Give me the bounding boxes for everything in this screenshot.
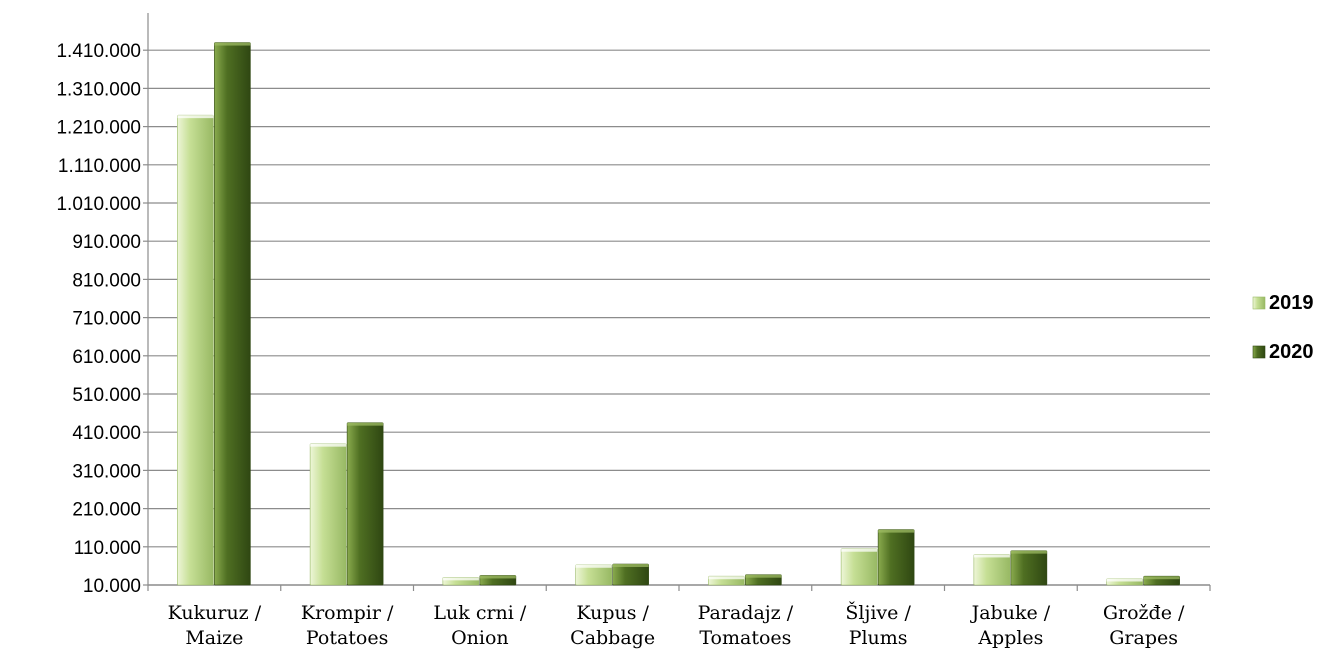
y-tick-label: 710.000	[72, 309, 141, 330]
x-tick-label: Maize	[185, 627, 243, 649]
bar-top-highlight	[841, 548, 878, 552]
x-tick-label: Paradajz /	[698, 602, 794, 624]
y-tick-label: 810.000	[72, 270, 141, 291]
y-tick-label: 1.310.000	[56, 79, 141, 100]
x-tick-label: Kukuruz /	[168, 602, 262, 624]
bar-2019	[575, 564, 612, 586]
x-tick-label: Apples	[977, 627, 1043, 649]
bar-top-highlight	[612, 563, 649, 567]
bar-top-highlight	[1010, 550, 1047, 554]
legend-swatch	[1252, 345, 1266, 359]
bar-top-highlight	[1143, 576, 1180, 580]
bar-top-highlight	[347, 422, 384, 426]
y-tick-label: 610.000	[72, 347, 141, 368]
y-tick-label: 210.000	[72, 500, 141, 521]
bar-top-highlight	[973, 554, 1010, 558]
y-tick-label: 1.410.000	[56, 41, 141, 62]
bar-2019	[840, 548, 878, 586]
legend: 2019 2020	[1252, 292, 1314, 363]
x-tick-label: Luk crni /	[433, 602, 526, 624]
bar-2020	[346, 422, 384, 586]
legend-swatch	[1252, 296, 1266, 310]
bar-top-highlight	[878, 529, 915, 533]
bar-2020	[877, 529, 915, 586]
y-tick-label: 1.210.000	[56, 118, 141, 139]
x-tick-label: Cabbage	[570, 627, 655, 649]
y-tick-label: 1.110.000	[58, 156, 141, 177]
y-tick-label: 110.000	[74, 538, 141, 559]
bar-top-highlight	[479, 575, 516, 579]
y-tick-label: 510.000	[72, 385, 141, 406]
x-tick-label: Grožđe /	[1103, 602, 1185, 624]
bar-top-highlight	[575, 564, 612, 568]
y-tick-label: 910.000	[72, 232, 141, 253]
bar-top-highlight	[214, 42, 251, 46]
bar-top-highlight	[310, 443, 347, 447]
bar-top-highlight	[1106, 578, 1143, 582]
x-tick-label: Šljive /	[845, 601, 911, 624]
bars	[177, 42, 1180, 586]
x-tick-label: Plums	[849, 627, 908, 649]
bar-2019	[177, 114, 214, 586]
bar-2020	[612, 563, 649, 586]
y-tick-label: 1.010.000	[56, 194, 141, 215]
legend-label: 2020	[1269, 341, 1314, 363]
x-axis-labels: Kukuruz / Maize Krompir / Potatoes Luk crni …	[147, 585, 1211, 649]
x-tick-label: Kupus /	[576, 602, 649, 624]
x-tick-label: Potatoes	[306, 627, 389, 649]
x-tick-label: Onion	[451, 627, 509, 649]
x-tick-label: Grapes	[1109, 627, 1178, 649]
bar-top-highlight	[745, 574, 782, 578]
bar-2019	[309, 443, 347, 586]
bar-2020	[1010, 550, 1048, 586]
bar-2020	[214, 42, 251, 586]
y-tick-label: 410.000	[72, 423, 141, 444]
grid-lines	[148, 49, 1210, 548]
bar-top-highlight	[442, 577, 479, 581]
x-tick-label: Tomatoes	[699, 627, 791, 649]
y-tick-label: 10.000	[83, 576, 141, 597]
y-axis-ticks: 10.000 110.000 210.000 310.000 410.000 510.00…	[56, 13, 1210, 597]
bar-top-highlight	[177, 115, 214, 119]
x-tick-label: Jabuke /	[970, 602, 1051, 624]
legend-label: 2019	[1269, 292, 1314, 314]
x-tick-label: Krompir /	[301, 602, 394, 624]
bar-2019	[973, 554, 1011, 586]
y-tick-label: 310.000	[72, 461, 141, 482]
bar-top-highlight	[708, 576, 745, 580]
